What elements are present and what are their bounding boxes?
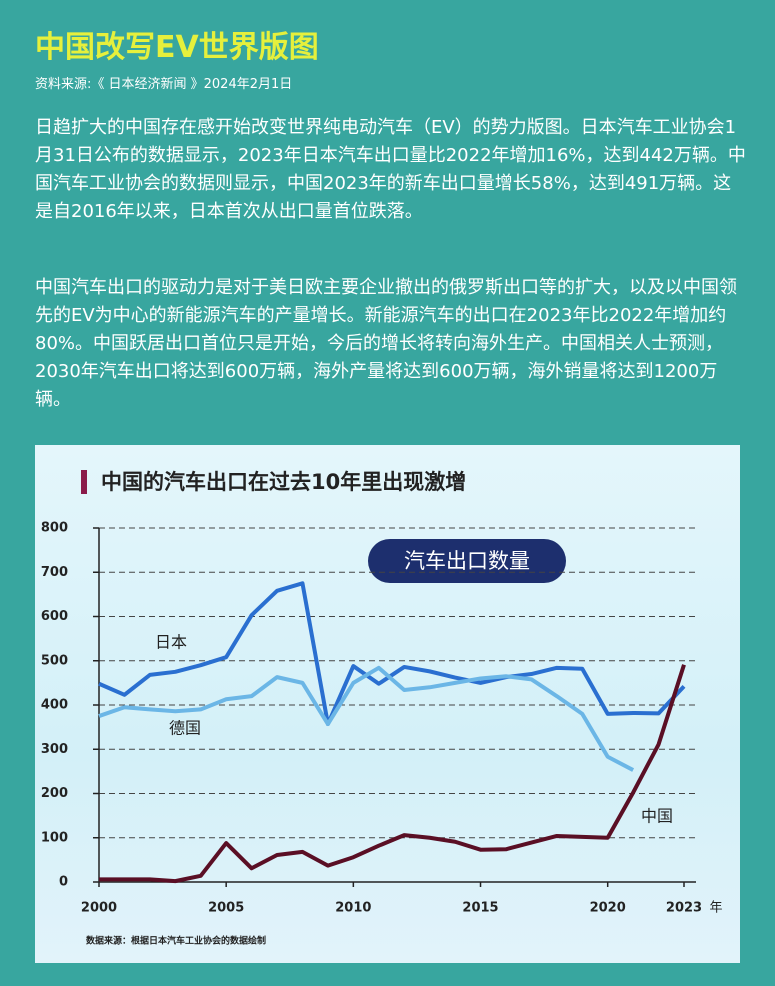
paragraph: 中国汽车出口的驱动力是对于美日欧主要企业撤出的俄罗斯出口等的扩大，以及以中国领先…	[35, 277, 737, 410]
chart: 中国的汽车出口在过去10年里出现激增 汽车出口数量 数据来源：根据日本汽车工业协…	[41, 470, 723, 947]
page-title: 中国改写EV世界版图	[35, 30, 319, 65]
y-tick-label: 500	[41, 653, 68, 668]
y-tick-label: 800	[41, 521, 68, 536]
x-tick-label: 2015	[462, 901, 498, 916]
y-tick-label: 300	[41, 742, 68, 757]
x-tick-label: 2005	[208, 901, 244, 916]
x-tick-label: 2000	[81, 901, 117, 916]
y-tick-label: 600	[41, 609, 68, 624]
page-source: 资料来源:《 日本经济新闻 》2024年2月1日	[35, 77, 293, 92]
y-tick-label: 100	[41, 830, 68, 845]
title-bar	[81, 470, 87, 494]
y-tick-label: 0	[59, 875, 68, 890]
paragraph: 日趋扩大的中国存在感开始改变世界纯电动汽车（EV）的势力版图。日本汽车工业协会1…	[35, 117, 746, 222]
x-tick-label: 2010	[335, 901, 371, 916]
series-label: 中国	[641, 807, 673, 826]
y-tick-label: 200	[41, 786, 68, 801]
series-label: 德国	[169, 719, 201, 738]
series-line	[98, 665, 635, 772]
chart-title: 中国的汽车出口在过去10年里出现激增	[101, 470, 466, 494]
series-line	[99, 664, 686, 884]
x-tick-label: 2020	[590, 901, 626, 916]
series-line	[98, 581, 686, 727]
x-axis-label: 年	[709, 901, 722, 916]
annotation: 汽车出口数量	[404, 549, 530, 573]
y-tick-label: 700	[41, 565, 68, 580]
x-tick-label: 2023	[666, 901, 702, 916]
annotation-badge	[368, 539, 566, 583]
series-label: 日本	[155, 633, 187, 652]
chart-panel: 中国的汽车出口在过去10年里出现激增 汽车出口数量 数据来源：根据日本汽车工业协…	[35, 445, 740, 963]
y-tick-label: 400	[41, 698, 68, 713]
chart-source: 数据来源：根据日本汽车工业协会的数据绘制	[86, 935, 266, 947]
